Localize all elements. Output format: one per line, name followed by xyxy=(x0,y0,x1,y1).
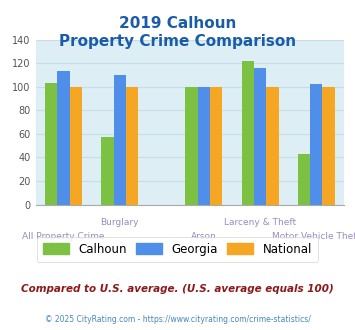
Text: Motor Vehicle Theft: Motor Vehicle Theft xyxy=(272,232,355,241)
Text: Arson: Arson xyxy=(191,232,217,241)
Text: © 2025 CityRating.com - https://www.cityrating.com/crime-statistics/: © 2025 CityRating.com - https://www.city… xyxy=(45,315,310,324)
Bar xyxy=(126,87,138,205)
Bar xyxy=(242,61,254,205)
Bar xyxy=(322,87,335,205)
Bar xyxy=(310,84,322,205)
Text: 2019 Calhoun: 2019 Calhoun xyxy=(119,16,236,31)
Text: Burglary: Burglary xyxy=(100,218,139,227)
Bar xyxy=(45,83,58,205)
Text: All Property Crime: All Property Crime xyxy=(22,232,105,241)
Bar xyxy=(298,154,310,205)
Bar xyxy=(210,87,223,205)
Legend: Calhoun, Georgia, National: Calhoun, Georgia, National xyxy=(37,237,318,262)
Bar xyxy=(70,87,82,205)
Bar xyxy=(58,71,70,205)
Bar xyxy=(114,75,126,205)
Text: Property Crime Comparison: Property Crime Comparison xyxy=(59,34,296,49)
Bar xyxy=(101,137,114,205)
Bar xyxy=(185,87,198,205)
Bar xyxy=(266,87,279,205)
Text: Larceny & Theft: Larceny & Theft xyxy=(224,218,296,227)
Bar xyxy=(198,87,210,205)
Bar xyxy=(254,68,266,205)
Text: Compared to U.S. average. (U.S. average equals 100): Compared to U.S. average. (U.S. average … xyxy=(21,284,334,294)
